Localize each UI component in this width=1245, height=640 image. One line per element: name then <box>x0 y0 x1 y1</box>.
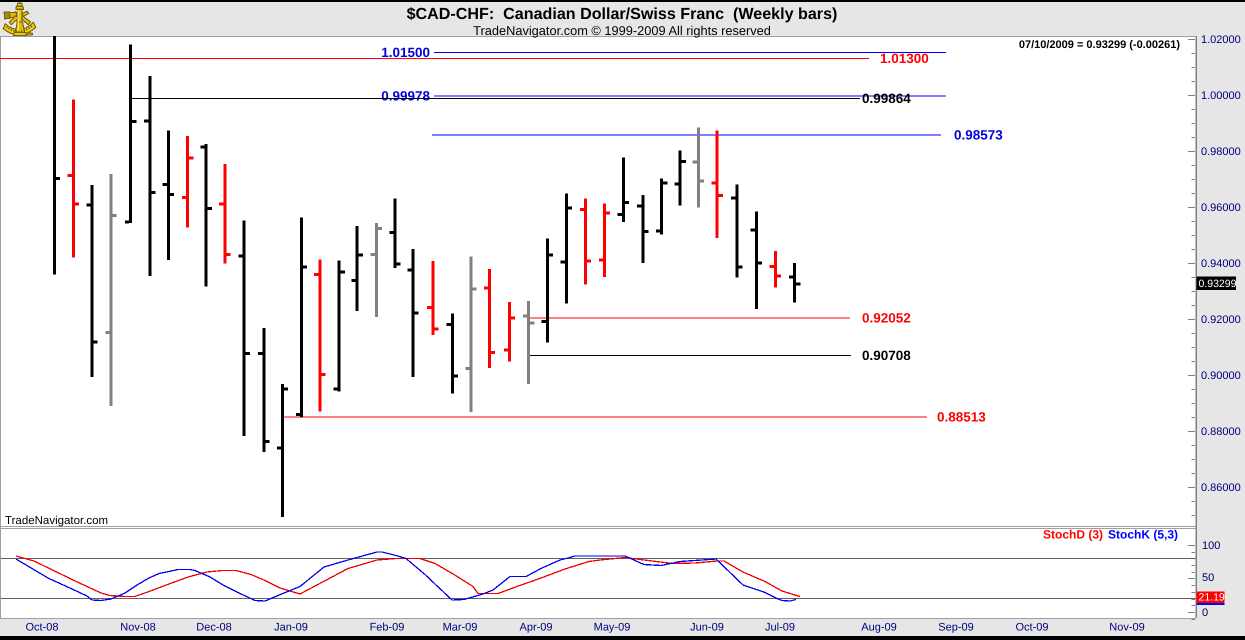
svg-text:07/10/2009 = 0.93299 (-0.00261: 07/10/2009 = 0.93299 (-0.00261) <box>1019 39 1180 51</box>
svg-text:50: 50 <box>1202 572 1214 584</box>
svg-text:StochD (3): StochD (3) <box>1043 528 1103 542</box>
svg-text:0.88000: 0.88000 <box>1201 426 1241 438</box>
svg-text:Oct-09: Oct-09 <box>1015 622 1048 634</box>
svg-text:0.93299: 0.93299 <box>1199 278 1237 290</box>
svg-text:StochK (5,3): StochK (5,3) <box>1108 528 1178 542</box>
svg-text:100: 100 <box>1202 540 1220 552</box>
svg-text:0.90000: 0.90000 <box>1201 370 1241 382</box>
svg-text:0.96000: 0.96000 <box>1201 202 1241 214</box>
svg-text:Jan-09: Jan-09 <box>274 622 308 634</box>
svg-text:0.88513: 0.88513 <box>937 410 986 425</box>
svg-text:0.92052: 0.92052 <box>862 311 911 326</box>
svg-text:0.98000: 0.98000 <box>1201 146 1241 158</box>
svg-text:TradeNavigator.com © 1999-2009: TradeNavigator.com © 1999-2009 All right… <box>473 23 771 38</box>
svg-text:Mar-09: Mar-09 <box>443 622 478 634</box>
svg-text:1.01300: 1.01300 <box>880 51 929 66</box>
svg-text:Feb-09: Feb-09 <box>370 622 405 634</box>
svg-text:1.00000: 1.00000 <box>1201 90 1241 102</box>
svg-text:TradeNavigator.com: TradeNavigator.com <box>5 515 108 527</box>
svg-text:Dec-08: Dec-08 <box>196 622 231 634</box>
svg-text:Nov-09: Nov-09 <box>1109 622 1144 634</box>
svg-text:21.19: 21.19 <box>1199 592 1225 604</box>
svg-text:1.02000: 1.02000 <box>1201 34 1241 46</box>
svg-text:1.01500: 1.01500 <box>381 45 430 60</box>
svg-text:0.99864: 0.99864 <box>862 91 911 106</box>
svg-text:Nov-08: Nov-08 <box>120 622 155 634</box>
svg-text:Oct-08: Oct-08 <box>25 622 58 634</box>
svg-text:0.92000: 0.92000 <box>1201 314 1241 326</box>
svg-text:Sep-09: Sep-09 <box>938 622 973 634</box>
svg-text:$CAD-CHF: Canadian Dollar/Swi: $CAD-CHF: Canadian Dollar/Swiss Franc (W… <box>407 5 838 23</box>
svg-text:0.90708: 0.90708 <box>862 348 911 363</box>
svg-text:Aug-09: Aug-09 <box>861 622 896 634</box>
svg-text:May-09: May-09 <box>594 622 631 634</box>
svg-text:Jul-09: Jul-09 <box>765 622 795 634</box>
svg-text:Apr-09: Apr-09 <box>519 622 552 634</box>
svg-text:0: 0 <box>1202 607 1208 619</box>
svg-text:0.99978: 0.99978 <box>381 89 430 104</box>
svg-text:0.94000: 0.94000 <box>1201 258 1241 270</box>
svg-text:Jun-09: Jun-09 <box>690 622 724 634</box>
svg-text:0.98573: 0.98573 <box>954 128 1003 143</box>
svg-text:0.86000: 0.86000 <box>1201 482 1241 494</box>
